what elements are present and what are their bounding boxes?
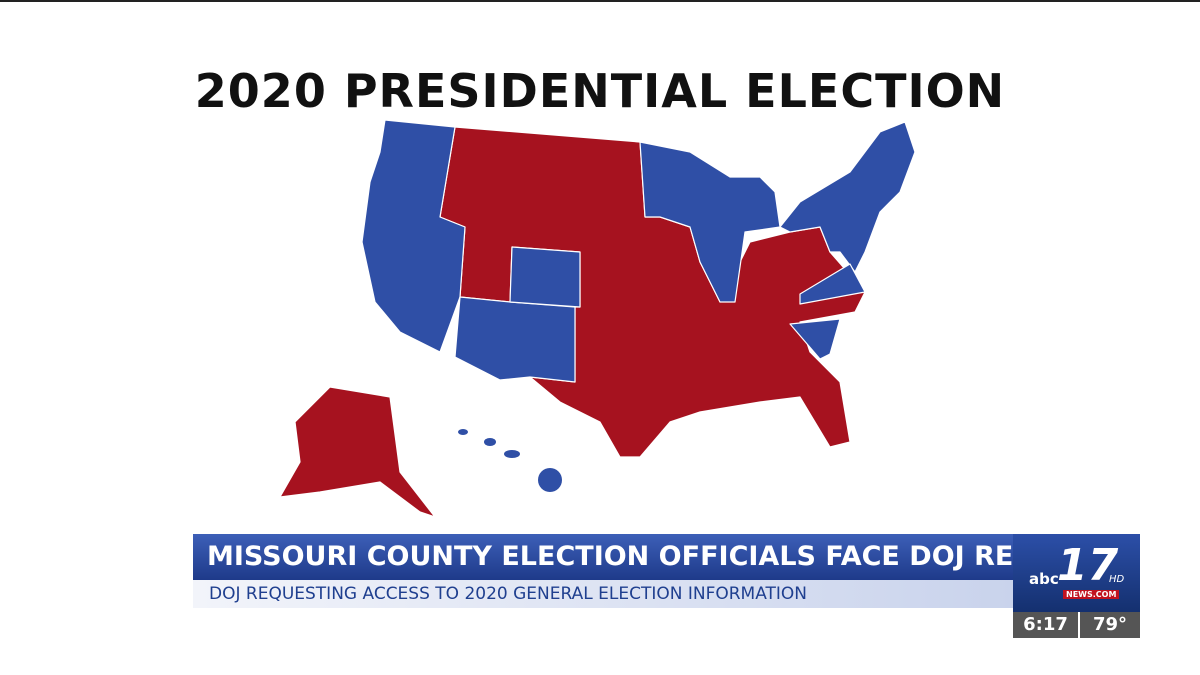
blue-west xyxy=(361,119,466,353)
station-logo: abc 17 HD NEWS.COM xyxy=(1013,534,1140,612)
blue-virginia xyxy=(799,263,866,305)
temperature: 79° xyxy=(1080,612,1140,638)
blue-georgia xyxy=(789,318,841,360)
hawaii xyxy=(458,429,562,492)
blue-northeast xyxy=(779,121,916,273)
us-map xyxy=(279,119,916,518)
network: abc xyxy=(1029,570,1059,588)
clock: 6:17 xyxy=(1013,612,1078,638)
subheadline: DOJ REQUESTING ACCESS TO 2020 GENERAL EL… xyxy=(193,580,1013,608)
site: NEWS.COM xyxy=(1063,590,1120,599)
red-alaska xyxy=(279,386,436,518)
hd-badge: HD xyxy=(1109,574,1125,585)
channel: 17 xyxy=(1057,540,1119,591)
blue-southwest xyxy=(454,296,576,383)
blue-colorado xyxy=(509,246,581,308)
map-title: 2020 PRESIDENTIAL ELECTION xyxy=(194,64,1006,118)
headline: MISSOURI COUNTY ELECTION OFFICIALS FACE … xyxy=(193,534,1013,580)
blue-midwest xyxy=(639,141,781,303)
